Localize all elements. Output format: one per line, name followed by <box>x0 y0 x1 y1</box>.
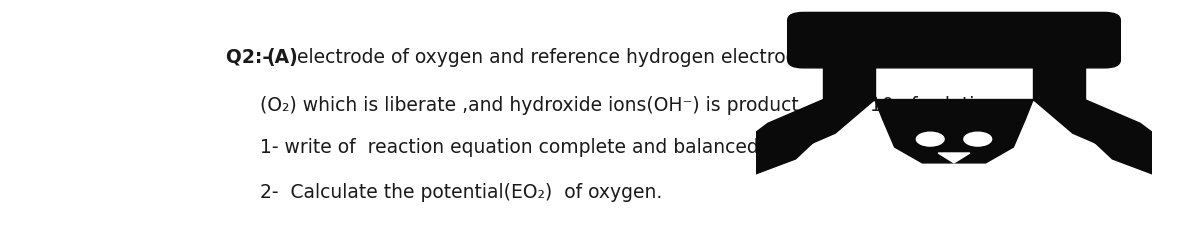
Polygon shape <box>1033 60 1085 99</box>
Polygon shape <box>1033 99 1171 159</box>
Polygon shape <box>938 153 970 163</box>
Polygon shape <box>823 60 875 99</box>
Text: electrode of oxygen and reference hydrogen electrode(H2) placed in an corrosion : electrode of oxygen and reference hydrog… <box>292 48 1106 67</box>
Polygon shape <box>875 99 1033 119</box>
Ellipse shape <box>917 132 944 146</box>
Polygon shape <box>737 99 875 159</box>
Polygon shape <box>1081 129 1183 177</box>
Text: Q2:-: Q2:- <box>227 48 277 67</box>
Text: 2-  Calculate the potential(EO₂)  of oxygen.: 2- Calculate the potential(EO₂) of oxyge… <box>259 183 662 202</box>
Polygon shape <box>883 119 1025 163</box>
Text: (A): (A) <box>266 48 298 67</box>
Polygon shape <box>725 129 827 177</box>
Text: (O₂) which is liberate ,and hydroxide ions(OH⁻) is product ,  PH= 10 of solution: (O₂) which is liberate ,and hydroxide io… <box>259 96 997 115</box>
FancyBboxPatch shape <box>787 12 1121 68</box>
Text: 1- write of  reaction equation complete and balanced.: 1- write of reaction equation complete a… <box>259 138 764 157</box>
Ellipse shape <box>964 132 991 146</box>
